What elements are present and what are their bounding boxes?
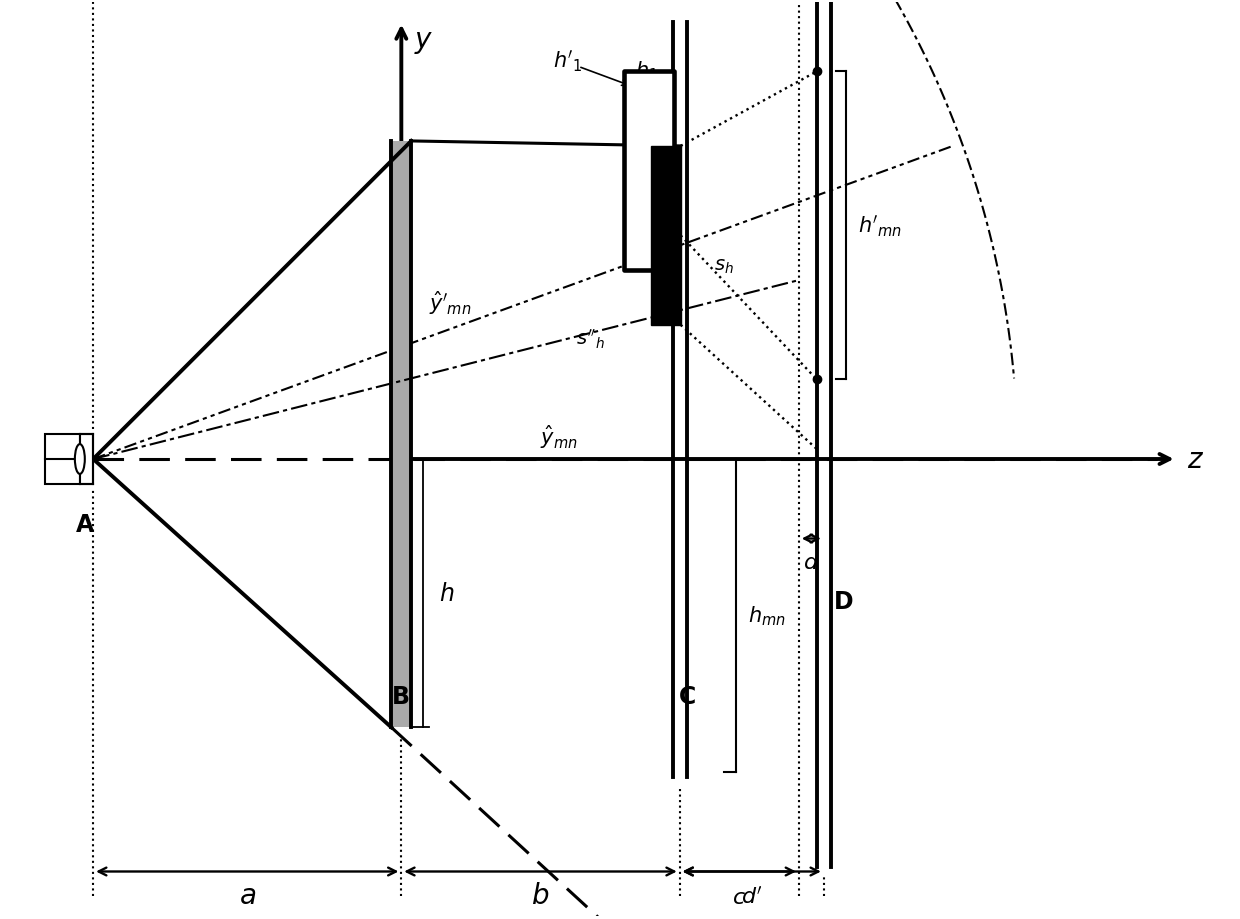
Bar [392, 142, 412, 728]
Text: $a$: $a$ [238, 881, 255, 909]
Bar [46, 435, 79, 484]
Text: $z$: $z$ [1187, 446, 1204, 473]
Text: $d'$: $d'$ [740, 886, 763, 907]
Text: A: A [76, 512, 94, 536]
Text: $h$: $h$ [439, 582, 455, 606]
Text: $s'_h$: $s'_h$ [655, 288, 680, 312]
Text: B: B [392, 684, 410, 708]
Text: $h_{mn}$: $h_{mn}$ [748, 604, 786, 628]
Text: $h_1$: $h_1$ [635, 59, 658, 83]
Text: $c$: $c$ [733, 888, 746, 907]
Text: D: D [833, 589, 853, 613]
Text: $s''_h$: $s''_h$ [577, 328, 605, 351]
Text: $\hat{y}_{mn}$: $\hat{y}_{mn}$ [541, 423, 578, 450]
Text: $h'_1$: $h'_1$ [553, 48, 583, 74]
Text: C: C [680, 684, 696, 708]
Bar [79, 435, 93, 484]
Text: $h'_{mn}$: $h'_{mn}$ [858, 213, 901, 239]
Text: $d$: $d$ [804, 552, 820, 573]
Bar [651, 147, 681, 325]
Text: $y$: $y$ [414, 28, 434, 55]
Text: $\hat{y}'_{mn}$: $\hat{y}'_{mn}$ [429, 289, 471, 316]
Bar [624, 73, 673, 271]
Ellipse shape [74, 445, 84, 474]
Text: $b$: $b$ [532, 881, 549, 909]
Text: $s_h$: $s_h$ [714, 257, 734, 276]
